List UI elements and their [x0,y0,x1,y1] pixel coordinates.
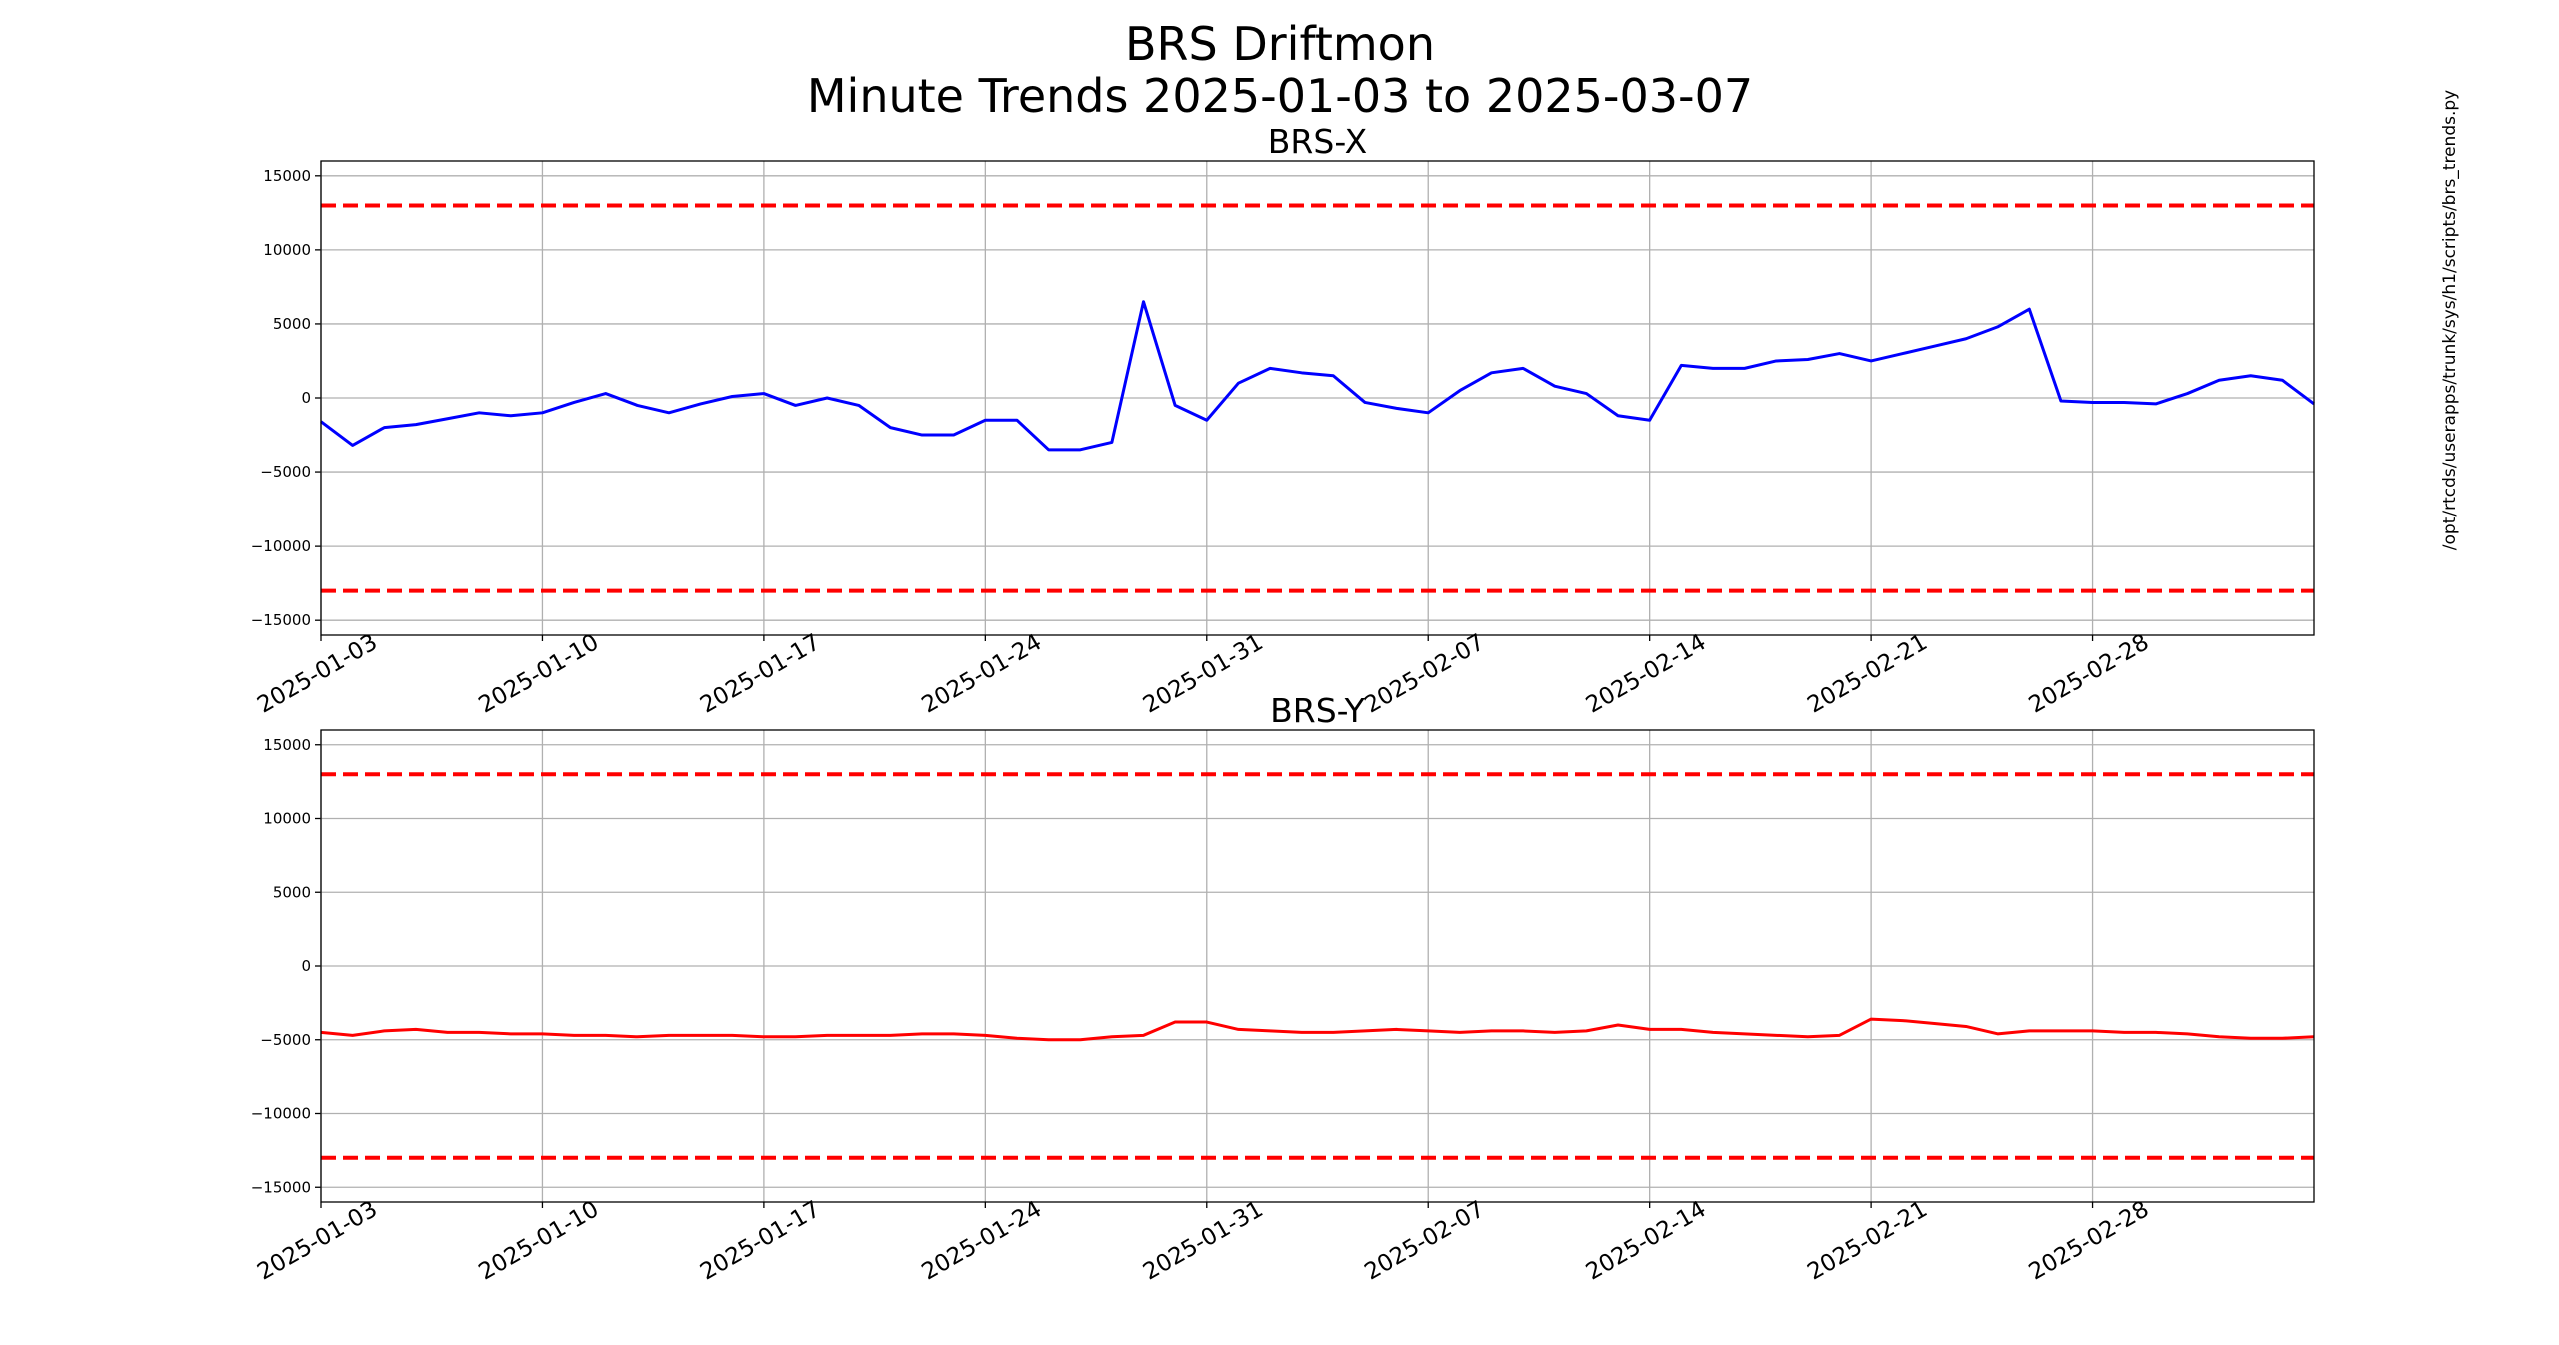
y-tick-label: −15000 [251,1178,311,1196]
x-tick-label: 2025-01-17 [696,1196,825,1285]
x-tick-label: 2025-01-24 [917,1196,1046,1285]
y-tick-label: −5000 [260,1031,311,1049]
x-tick-label: 2025-01-31 [1139,1196,1268,1285]
y-tick-label: 15000 [263,736,311,754]
y-tick-label: −15000 [251,611,311,629]
script-path: /opt/rtcds/userapps/trunk/sys/h1/scripts… [2440,90,2460,550]
x-tick-label: 2025-02-14 [1582,1196,1711,1285]
y-tick-label: 10000 [263,241,311,259]
x-tick-label: 2025-02-07 [1360,1196,1489,1285]
x-tick-label: 2025-02-07 [1360,629,1489,718]
plot-frame [320,160,2315,636]
chart-title: BRS-Y [1270,691,1366,730]
x-tick-label: 2025-01-31 [1139,629,1268,718]
x-tick-label: 2025-02-14 [1582,629,1711,718]
data-line [320,1017,2315,1042]
x-tick-label: 2025-01-03 [253,1196,382,1285]
y-tick-label: 0 [301,957,311,975]
y-tick-label: −5000 [260,463,311,481]
x-tick-label: 2025-01-24 [917,629,1046,718]
figure-title: BRS Driftmon [1125,17,1435,71]
x-tick-label: 2025-02-21 [1803,629,1932,718]
y-tick-label: −10000 [251,537,311,555]
x-tick-label: 2025-02-21 [1803,1196,1932,1285]
chart-title: BRS-X [1268,122,1367,161]
y-tick-label: 10000 [263,810,311,828]
y-tick-label: 0 [301,389,311,407]
x-tick-label: 2025-01-03 [253,629,382,718]
y-tick-label: 5000 [273,883,311,901]
x-tick-label: 2025-02-28 [2025,1196,2154,1285]
y-tick-label: 15000 [263,167,311,185]
x-tick-label: 2025-01-10 [475,629,604,718]
x-tick-label: 2025-02-28 [2025,629,2154,718]
y-tick-label: −10000 [251,1105,311,1123]
plot-frame [320,729,2315,1203]
figure-subtitle: Minute Trends 2025-01-03 to 2025-03-07 [807,69,1753,123]
data-line [320,300,2315,452]
y-tick-label: 5000 [273,315,311,333]
x-tick-label: 2025-01-10 [475,1196,604,1285]
x-tick-label: 2025-01-17 [696,629,825,718]
